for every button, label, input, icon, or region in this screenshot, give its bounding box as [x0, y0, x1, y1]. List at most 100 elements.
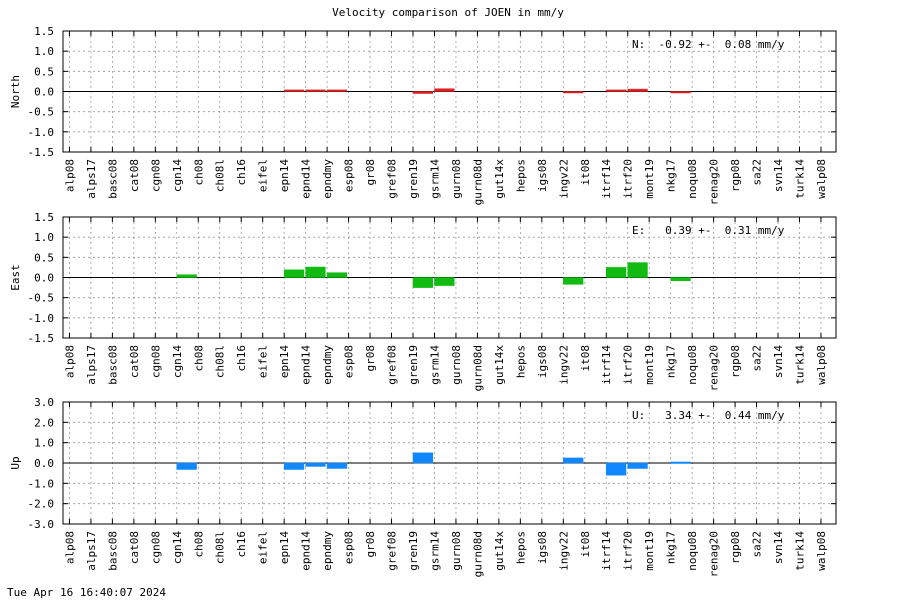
x-tick-label: gurn08: [450, 159, 463, 199]
x-tick-label: sa22: [751, 159, 764, 186]
x-tick-label: svn14: [772, 345, 785, 378]
y-tick-label: 0.0: [34, 457, 54, 470]
bar-epn14: [283, 89, 305, 92]
x-tick-label: nkg17: [665, 345, 678, 378]
x-tick-label: epn14: [278, 159, 291, 192]
x-tick-label: nkg17: [665, 531, 678, 564]
x-tick-label: walp08: [815, 531, 828, 571]
x-tick-label: eifel: [257, 345, 270, 378]
y-tick-label: -2.0: [28, 498, 55, 511]
x-tick-label: renag20: [708, 531, 721, 577]
x-tick-label: itrf14: [600, 345, 613, 385]
x-tick-label: epn14: [278, 345, 291, 378]
y-tick-label: 1.0: [34, 231, 54, 244]
bar-ingv22: [563, 457, 584, 464]
velocity-annotation: E: 0.39 +- 0.31 mm/y: [632, 224, 785, 237]
x-tick-label: it08: [579, 345, 592, 372]
y-tick-label: 0.0: [34, 272, 54, 285]
x-tick-label: ch16: [235, 159, 248, 186]
x-tick-label: basc08: [106, 345, 119, 385]
x-tick-label: cgn08: [149, 159, 162, 192]
x-tick-label: eifel: [257, 531, 270, 564]
x-tick-label: cat08: [128, 345, 141, 378]
plot-frame: [62, 30, 837, 153]
x-tick-label: ch08l: [214, 345, 227, 378]
x-tick-label: basc08: [106, 159, 119, 199]
x-tick-label: hepos: [514, 345, 527, 378]
x-tick-label: gren19: [407, 345, 420, 385]
x-tick-label: gurn08: [450, 345, 463, 385]
x-tick-label: alp08: [63, 531, 76, 564]
x-tick-label: ch08: [192, 345, 205, 372]
x-tick-label: sa22: [751, 531, 764, 558]
velocity-annotation: U: 3.34 +- 0.44 mm/y: [632, 409, 785, 422]
x-tick-label: mont19: [643, 531, 656, 571]
y-axis-label: Up: [9, 456, 22, 469]
x-tick-label: gren19: [407, 159, 420, 199]
x-tick-label: igs08: [536, 159, 549, 192]
x-tick-label: epnd14: [300, 531, 313, 571]
x-tick-label: ingv22: [557, 345, 570, 385]
x-tick-label: itrf20: [622, 159, 635, 199]
x-tick-label: alp08: [63, 159, 76, 192]
x-tick-label: gref08: [386, 531, 399, 571]
x-tick-label: epndmy: [321, 531, 334, 571]
y-tick-label: 1.0: [34, 437, 54, 450]
x-tick-label: gsrm14: [428, 159, 441, 199]
x-tick-label: gref08: [386, 159, 399, 199]
x-tick-label: nkg17: [665, 159, 678, 192]
x-tick-label: mont19: [643, 159, 656, 199]
y-tick-label: 1.5: [34, 25, 54, 38]
y-tick-label: -3.0: [28, 518, 55, 531]
x-tick-label: ch08: [192, 159, 205, 186]
x-tick-label: renag20: [708, 159, 721, 205]
x-tick-label: ch16: [235, 531, 248, 558]
y-tick-label: 1.0: [34, 45, 54, 58]
x-tick-label: noqu08: [686, 531, 699, 571]
x-tick-label: itrf20: [622, 531, 635, 571]
x-tick-label: turk14: [793, 345, 806, 385]
x-tick-label: sa22: [751, 345, 764, 372]
x-tick-label: svn14: [772, 531, 785, 564]
x-tick-label: igs08: [536, 345, 549, 378]
bar-nkg17: [670, 461, 691, 464]
x-tick-label: alps17: [85, 345, 98, 385]
bar-epndmy: [326, 462, 348, 469]
x-tick-label: cgn08: [149, 531, 162, 564]
y-tick-label: -1.5: [28, 146, 55, 159]
x-tick-label: noqu08: [686, 345, 699, 385]
y-tick-label: 2.0: [34, 416, 54, 429]
x-tick-label: esp08: [343, 345, 356, 378]
x-tick-label: esp08: [343, 531, 356, 564]
bar-gren19: [412, 91, 434, 94]
y-axis-label: North: [9, 75, 22, 108]
bar-gsrm14: [434, 277, 455, 286]
x-tick-label: rgp08: [729, 159, 742, 192]
x-tick-label: itrf14: [600, 159, 613, 199]
x-tick-label: gurn08d: [471, 345, 484, 391]
x-tick-label: gut14x: [493, 345, 506, 385]
bar-epndmy: [326, 272, 348, 278]
x-tick-label: walp08: [815, 345, 828, 385]
x-tick-label: gsrm14: [428, 345, 441, 385]
x-tick-label: epndmy: [321, 345, 334, 385]
x-tick-label: cgn14: [171, 345, 184, 378]
bar-epn14: [283, 269, 305, 278]
x-tick-label: ingv22: [557, 159, 570, 199]
plot-frame: [62, 216, 837, 339]
bar-epn14: [283, 462, 305, 470]
bar-ingv22: [563, 91, 584, 94]
x-tick-label: cat08: [128, 531, 141, 564]
y-axis-label: East: [9, 264, 22, 291]
x-tick-label: cgn08: [149, 345, 162, 378]
x-tick-label: ch08l: [214, 159, 227, 192]
x-tick-label: turk14: [793, 531, 806, 571]
bar-epnd14: [305, 462, 326, 467]
bar-gsrm14: [434, 88, 455, 92]
bar-gren19: [412, 452, 434, 464]
x-tick-label: alp08: [63, 345, 76, 378]
bar-nkg17: [670, 277, 691, 281]
x-tick-label: gurn08d: [471, 531, 484, 577]
x-tick-label: rgp08: [729, 345, 742, 378]
